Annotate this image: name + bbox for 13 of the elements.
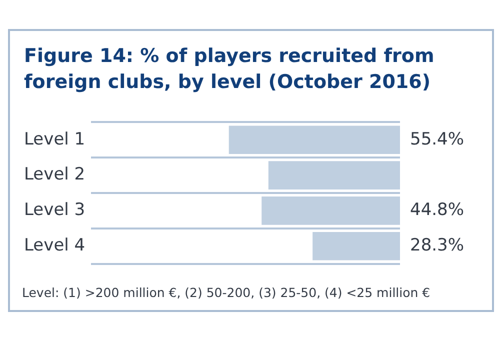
bar <box>268 161 400 190</box>
bar <box>228 126 400 154</box>
chart-title: Figure 14: % of players recruited from foreign clubs, by level (October 2016) <box>23 44 436 95</box>
text: Level: (1) >200 million €, (2) 50-200, (3) 25-50, (4) <25 million € <box>21 284 432 302</box>
data-label: 44.8% <box>410 200 464 220</box>
bar <box>262 196 400 225</box>
data-label: 28.3% <box>410 236 464 256</box>
y-tick-label: Level 3 <box>24 200 86 220</box>
y-tick-label: Level 1 <box>24 129 86 150</box>
bar <box>312 232 400 260</box>
data-label: 55.4% <box>410 129 464 150</box>
y-tick-label: Level 4 <box>24 236 86 256</box>
y-tick-label: Level 2 <box>24 164 86 185</box>
